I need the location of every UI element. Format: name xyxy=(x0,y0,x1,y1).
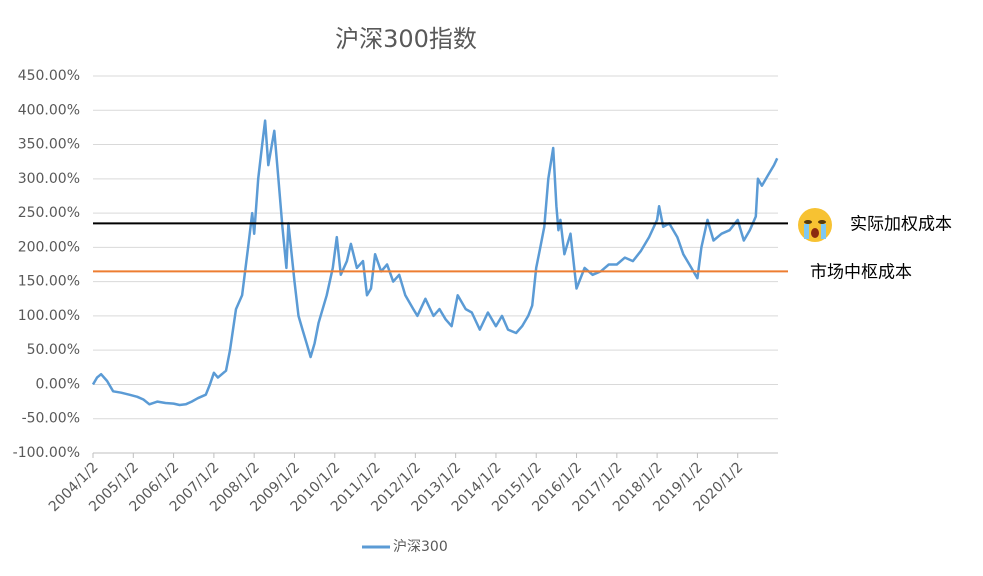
y-tick-label: 300.00% xyxy=(18,171,80,187)
y-tick-label: -50.00% xyxy=(22,411,80,427)
y-tick-label: 250.00% xyxy=(18,205,80,221)
y-tick-label: 50.00% xyxy=(27,342,80,358)
y-tick-label: 0.00% xyxy=(36,376,80,392)
series-line xyxy=(91,119,779,407)
y-tick-label: 400.00% xyxy=(18,102,80,118)
chart-title: 沪深300指数 xyxy=(335,25,477,53)
y-tick-label: 350.00% xyxy=(18,137,80,153)
y-tick-label: 150.00% xyxy=(18,274,80,290)
y-tick-label: 100.00% xyxy=(18,308,80,324)
legend-label: 沪深300 xyxy=(393,539,448,555)
annotation: 市场中枢成本 xyxy=(810,262,912,282)
y-tick-label: -100.00% xyxy=(13,445,80,461)
emoji-icon xyxy=(798,208,832,242)
y-tick-label: 200.00% xyxy=(18,239,80,255)
annotation: 实际加权成本 xyxy=(850,214,952,234)
y-tick-label: 450.00% xyxy=(18,68,80,84)
